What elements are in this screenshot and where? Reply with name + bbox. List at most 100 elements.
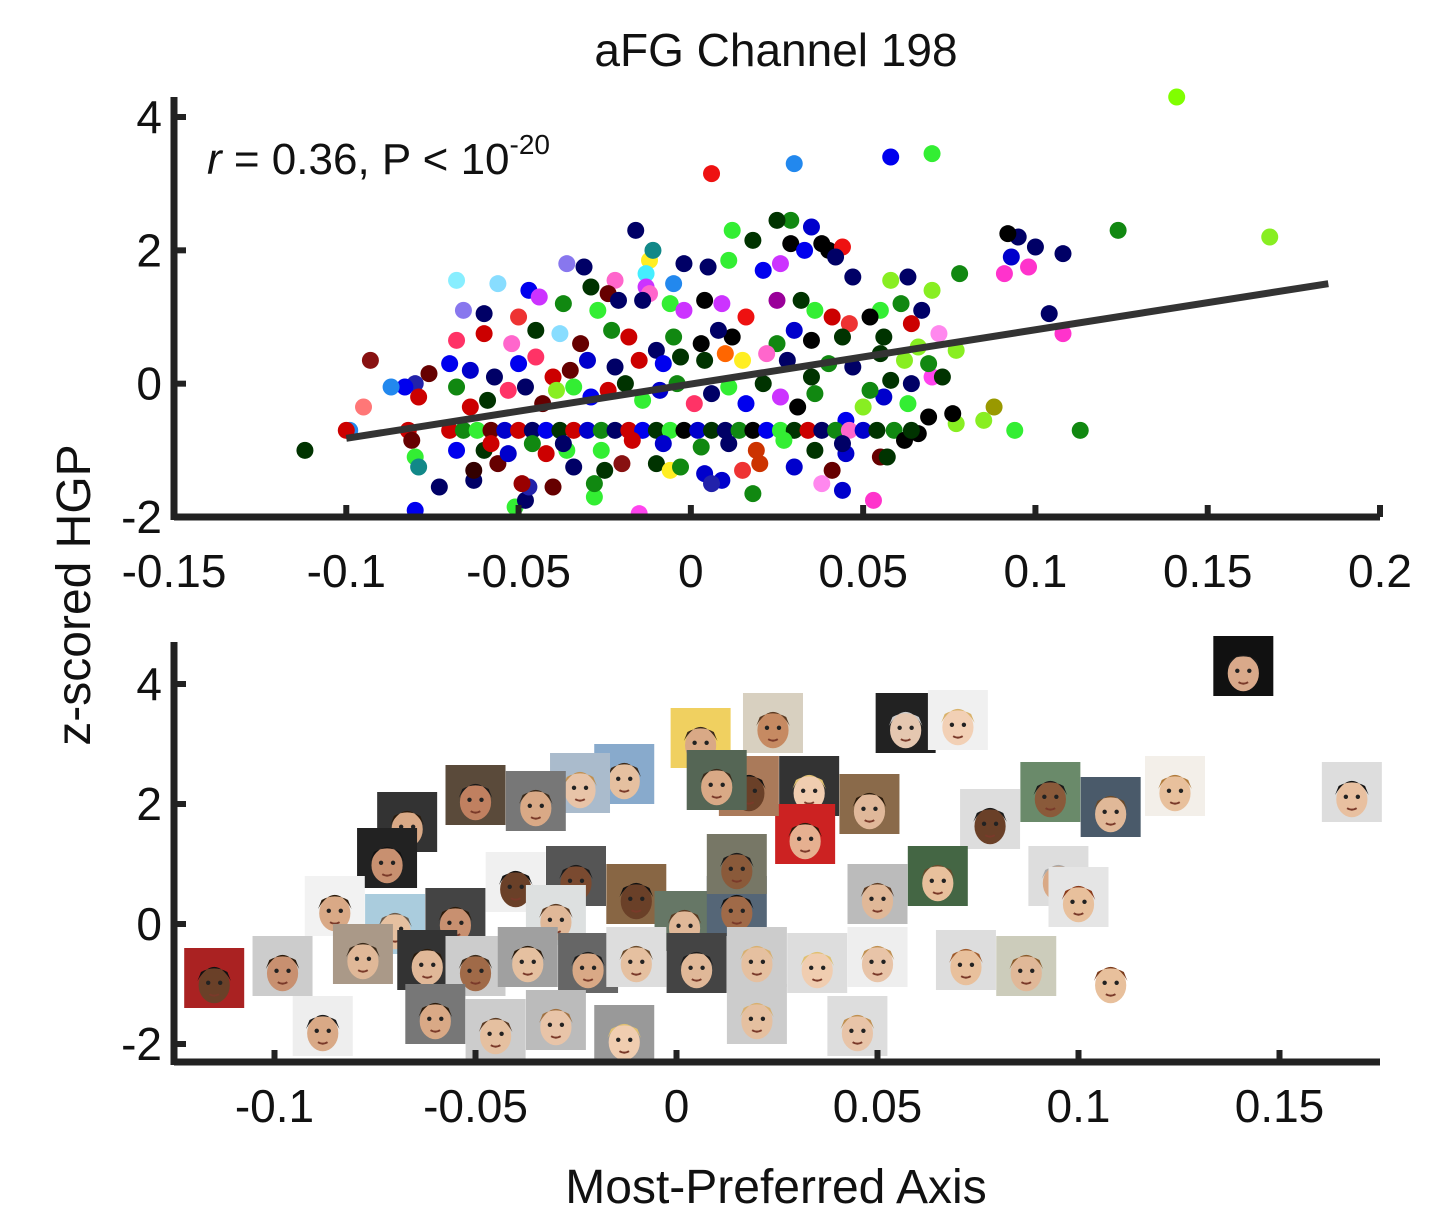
scatter-point bbox=[523, 435, 541, 453]
scatter-point bbox=[565, 378, 583, 396]
face-thumbnail bbox=[875, 693, 936, 753]
scatter-point bbox=[720, 435, 738, 453]
scatter-point bbox=[616, 375, 634, 393]
scatter-point bbox=[647, 341, 665, 359]
scatter-point bbox=[778, 351, 796, 369]
scatter-point bbox=[902, 375, 920, 393]
bottom-x-tick-label: 0.1 bbox=[1047, 1080, 1111, 1132]
top-y-tick-label: 4 bbox=[136, 91, 162, 143]
y-axis-label: z-scored HGP bbox=[48, 444, 101, 745]
scatter-point bbox=[461, 398, 479, 416]
scatter-point bbox=[806, 385, 824, 403]
scatter-point bbox=[944, 405, 962, 423]
scatter-point bbox=[875, 388, 893, 406]
correlation-annotation: r = 0.36, P < 10-20 bbox=[207, 129, 550, 184]
scatter-point bbox=[823, 308, 841, 326]
bottom-x-tick-label: 0.05 bbox=[833, 1080, 923, 1132]
scatter-point bbox=[609, 291, 627, 309]
top-y-tick-label: 2 bbox=[136, 224, 162, 276]
face-thumbnail bbox=[1080, 777, 1141, 837]
scatter-point bbox=[565, 458, 583, 476]
scatter-point bbox=[430, 478, 448, 496]
scatter-point bbox=[782, 211, 800, 229]
scatter-point bbox=[796, 241, 814, 259]
face-thumbnail bbox=[184, 948, 245, 1008]
scatter-point bbox=[448, 271, 466, 289]
scatter-point bbox=[882, 148, 900, 166]
top-x-tick-label: 0.1 bbox=[1003, 545, 1067, 597]
scatter-point bbox=[620, 328, 638, 346]
scatter-point bbox=[933, 368, 951, 386]
scatter-point bbox=[768, 211, 786, 229]
scatter-point bbox=[523, 421, 541, 439]
scatter-point bbox=[730, 421, 748, 439]
scatter-point bbox=[716, 421, 734, 439]
scatter-point bbox=[647, 421, 665, 439]
scatter-point bbox=[854, 398, 872, 416]
scatter-point bbox=[813, 475, 831, 493]
scatter-point bbox=[703, 475, 721, 493]
scatter-point bbox=[585, 475, 603, 493]
scatter-point bbox=[606, 358, 624, 376]
face-thumbnail bbox=[706, 834, 767, 894]
scatter-point bbox=[634, 291, 652, 309]
scatter-point bbox=[709, 321, 727, 339]
scatter-point bbox=[751, 455, 769, 473]
scatter-point bbox=[758, 345, 776, 363]
x-axis-label: Most-Preferred Axis bbox=[565, 1161, 986, 1214]
face-thumbnail bbox=[525, 990, 586, 1050]
scatter-point bbox=[771, 388, 789, 406]
scatter-point bbox=[527, 321, 545, 339]
scatter-point bbox=[565, 421, 583, 439]
scatter-point bbox=[654, 435, 672, 453]
scatter-point bbox=[685, 395, 703, 413]
scatter-point bbox=[578, 421, 596, 439]
scatter-point bbox=[1071, 421, 1089, 439]
scatter-point bbox=[902, 315, 920, 333]
scatter-point bbox=[661, 421, 679, 439]
scatter-point bbox=[530, 288, 548, 306]
scatter-point bbox=[754, 375, 772, 393]
scatter-point bbox=[1006, 421, 1024, 439]
scatter-point bbox=[382, 378, 400, 396]
scatter-point bbox=[448, 331, 466, 349]
face-thumbnail bbox=[726, 927, 787, 987]
face-thumbnail bbox=[1321, 762, 1382, 822]
scatter-point bbox=[744, 485, 762, 503]
scatter-point bbox=[913, 301, 931, 319]
scatter-point bbox=[637, 265, 655, 283]
scatter-point bbox=[703, 165, 721, 183]
scatter-point bbox=[861, 381, 879, 399]
scatter-point bbox=[592, 441, 610, 459]
scatter-point bbox=[802, 218, 820, 236]
face-thumbnail bbox=[960, 789, 1021, 849]
scatter-point bbox=[627, 221, 645, 239]
scatter-point bbox=[572, 335, 590, 353]
bottom-x-tick-label: 0.15 bbox=[1235, 1080, 1325, 1132]
scatter-point bbox=[582, 278, 600, 296]
scatter-point bbox=[606, 421, 624, 439]
scatter-point bbox=[696, 291, 714, 309]
scatter-point bbox=[854, 421, 872, 439]
scatter-point bbox=[475, 305, 493, 323]
scatter-point bbox=[482, 421, 500, 439]
scatter-point bbox=[844, 268, 862, 286]
top-points-layer bbox=[296, 88, 1279, 520]
face-thumbnail bbox=[606, 927, 667, 987]
scatter-point bbox=[489, 275, 507, 293]
scatter-point bbox=[675, 421, 693, 439]
p-exponent: -20 bbox=[510, 129, 550, 160]
chart-title: aFG Channel 198 bbox=[594, 24, 957, 76]
scatter-point bbox=[516, 491, 534, 509]
scatter-point bbox=[899, 395, 917, 413]
scatter-point bbox=[747, 441, 765, 459]
top-x-tick-label: 0.05 bbox=[818, 545, 908, 597]
top-y-tick-label: -2 bbox=[121, 491, 162, 543]
scatter-point bbox=[782, 235, 800, 253]
face-thumbnail bbox=[1144, 756, 1205, 816]
scatter-point bbox=[768, 291, 786, 309]
face-thumbnail bbox=[357, 828, 418, 888]
scatter-point bbox=[802, 368, 820, 386]
